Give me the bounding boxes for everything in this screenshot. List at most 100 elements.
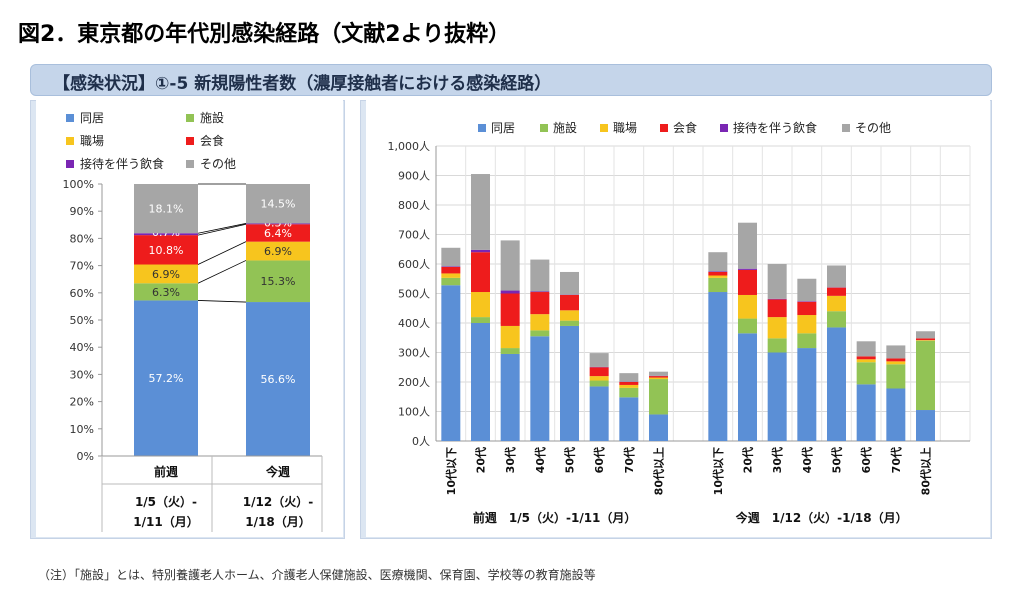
bar-segment (500, 353, 520, 441)
bar-segment (246, 184, 310, 224)
bar-segment (916, 340, 935, 411)
bar-segment (441, 266, 461, 267)
x-category-label: 20代 (474, 447, 488, 473)
bar-segment (827, 287, 846, 296)
data-label: 56.6% (261, 373, 296, 386)
y-tick-label: 100人 (398, 406, 430, 419)
x-category-label: 前週 (154, 464, 178, 479)
bar-segment (134, 300, 198, 456)
group-label: 前週 1/5（火）-1/11（月） (473, 510, 636, 525)
y-tick-label: 0人 (412, 435, 430, 448)
connector-line (197, 223, 247, 236)
x-date-label: 1/12（火）- (243, 494, 313, 509)
bar-segment (856, 384, 876, 441)
legend-swatch (66, 160, 74, 168)
y-tick-label: 20% (70, 396, 94, 409)
legend-label: その他 (855, 121, 891, 135)
x-date-label: 1/11（月） (133, 514, 198, 529)
legend-label: 同居 (80, 111, 104, 125)
bar-segment (530, 314, 550, 331)
data-label: 57.2% (149, 372, 184, 385)
x-category-label: 20代 (741, 447, 755, 473)
bar-segment (589, 386, 609, 441)
bar-segment (246, 260, 310, 303)
bar-segment (589, 376, 609, 381)
bar-segment (441, 285, 461, 441)
x-category-label: 70代 (889, 447, 903, 473)
legend-label: 職場 (80, 134, 104, 148)
bar-segment (856, 341, 876, 357)
bar-segment (560, 320, 579, 326)
bar-segment (827, 327, 846, 441)
x-category-label: 40代 (533, 447, 547, 473)
bar-segment (827, 265, 846, 288)
legend-swatch (842, 124, 850, 132)
y-tick-label: 0% (77, 450, 94, 463)
legend-swatch (720, 124, 728, 132)
bar-segment (530, 330, 550, 337)
bar-segment (471, 249, 490, 253)
bar-segment (856, 359, 876, 363)
bar-segment (708, 271, 728, 276)
data-label: 6.9% (264, 245, 292, 258)
chart2-background (366, 100, 990, 537)
legend-swatch (660, 124, 668, 132)
legend-label: 施設 (553, 120, 577, 135)
y-tick-label: 800人 (398, 199, 430, 212)
y-tick-label: 1,000人 (388, 140, 431, 153)
legend-label: 施設 (200, 110, 224, 125)
bar-segment (886, 358, 906, 362)
bar-segment (471, 174, 490, 250)
page-title: 図2．東京都の年代別感染経路（文献2より抜粋） (18, 22, 511, 47)
y-tick-label: 80% (70, 232, 94, 245)
section-banner: 【感染状況】①-5 新規陽性者数（濃厚接触者における感染経路） (30, 64, 992, 96)
bar-segment (560, 310, 579, 321)
bar-segment (886, 364, 906, 389)
data-label: 18.1% (149, 203, 184, 216)
bar-segment (708, 252, 728, 272)
bar-segment (619, 387, 639, 398)
bar-segment (738, 318, 757, 334)
bar-segment (649, 379, 668, 415)
bar-segment (619, 397, 639, 441)
legend-label: 接待を伴う飲食 (733, 120, 817, 135)
bar-segment (500, 325, 520, 349)
bar-segment (649, 371, 668, 376)
bar-segment (916, 340, 935, 341)
bar-segment (560, 271, 579, 295)
bar-segment (827, 311, 846, 328)
bar-segment (134, 264, 198, 284)
banner-text: 【感染状況】①-5 新規陽性者数（濃厚接触者における感染経路） (53, 74, 552, 94)
age-stacked-chart: 同居 施設 職場 会食 接待を伴う飲食 その他 0人 100人 200人 300人 400人 500人… (366, 100, 990, 537)
bar-segment (500, 348, 520, 354)
data-label: 14.5% (261, 198, 296, 211)
bar-segment (441, 266, 461, 274)
data-label: 10.8% (149, 244, 184, 257)
x-category-label: 70代 (622, 447, 636, 473)
y-tick-label: 500人 (398, 288, 430, 301)
bar-segment (797, 278, 817, 302)
bar-segment (797, 301, 817, 302)
y-tick-label: 400人 (398, 317, 430, 330)
x-category-label: 50代 (830, 447, 844, 473)
legend-swatch (186, 160, 194, 168)
bar-segment (471, 317, 490, 323)
bar-segment (619, 384, 639, 388)
y-tick-label: 70% (70, 260, 94, 273)
y-tick-label: 700人 (398, 229, 430, 242)
x-category-label: 50代 (563, 447, 577, 473)
y-tick-label: 900人 (398, 170, 430, 183)
connector-line (197, 260, 247, 284)
bar-segment (708, 275, 728, 278)
y-tick-label: 200人 (398, 376, 430, 389)
bar-segment (441, 277, 461, 286)
bar-segment (708, 292, 728, 441)
data-label: 6.9% (152, 268, 180, 281)
bar-segment (649, 377, 668, 380)
y-tick-label: 60% (70, 287, 94, 300)
legend-swatch (478, 124, 486, 132)
bar-segment (589, 367, 609, 377)
legend-swatch (186, 137, 194, 145)
bar-segment (649, 414, 668, 441)
bar-segment (767, 317, 787, 339)
